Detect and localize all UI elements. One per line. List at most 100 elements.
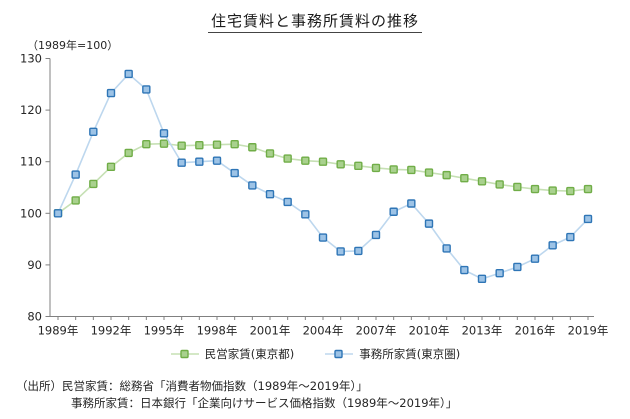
series-line-path [57, 72, 589, 280]
x-axis-tick-label: 1992年 [91, 324, 132, 338]
data-point-marker [530, 184, 540, 194]
data-point-marker [513, 262, 522, 272]
data-point-marker [106, 162, 116, 172]
x-axis-tick-label: 2004年 [303, 324, 344, 338]
data-point-marker [71, 170, 80, 179]
data-point-marker [477, 177, 487, 186]
data-point-marker [301, 156, 310, 165]
y-axis-tick-label: 120 [20, 103, 42, 117]
data-point-marker [371, 163, 381, 173]
data-point-marker [159, 139, 169, 148]
chart-axes: 80 90 100 110 120 130 1989年 1992年 1995年 1998年 2001… [20, 52, 608, 338]
data-point-marker [230, 168, 239, 178]
data-point-marker [248, 181, 257, 190]
data-point-marker [424, 219, 434, 228]
data-point-marker [407, 165, 416, 175]
data-point-marker [195, 157, 204, 166]
data-point-marker [566, 186, 575, 196]
data-point-marker [283, 197, 292, 207]
legend-item-office-rent: 事務所家賃(東京圏) [324, 346, 460, 362]
x-axis-tick-label: 2016年 [515, 324, 556, 338]
data-point-marker [195, 140, 204, 150]
office-rent-legend-marker-icon [325, 349, 354, 359]
data-point-marker [71, 196, 80, 205]
data-point-marker [371, 230, 381, 240]
data-point-marker [265, 149, 275, 158]
data-point-marker [354, 161, 363, 171]
data-point-marker [142, 85, 151, 94]
chart-title-text: 住宅賃料と事務所賃料の推移 [207, 10, 422, 33]
legend-label-private-rent: 民営家賃(東京都) [204, 347, 295, 361]
y-axis-tick-label: 110 [20, 155, 42, 169]
data-point-marker [495, 180, 504, 189]
data-point-marker [407, 199, 416, 208]
data-point-marker [301, 210, 310, 219]
source-line-1: （出所）民営家賃：総務省「消費者物価指数（1989年～2019年）」 [16, 379, 368, 393]
data-point-marker [212, 140, 222, 149]
data-point-marker [265, 190, 275, 199]
data-point-marker [159, 129, 169, 138]
data-point-marker [389, 165, 398, 174]
x-axis-tick-label: 1998年 [197, 324, 238, 338]
data-point-marker [460, 265, 469, 275]
data-point-marker [283, 154, 292, 163]
series-0-line [53, 139, 593, 218]
data-point-marker [89, 127, 98, 136]
data-point-marker [566, 232, 575, 242]
data-point-marker [177, 141, 186, 150]
source-note: （出所）民営家賃：総務省「消費者物価指数（1989年～2019年）」 事務所家賃… [16, 378, 457, 412]
data-point-marker [442, 170, 451, 180]
y-axis-tick-label: 80 [27, 310, 42, 324]
data-point-marker [583, 184, 593, 194]
data-point-marker [177, 158, 186, 167]
x-axis-tick-label: 2007年 [356, 324, 397, 338]
x-axis-tick-label: 1995年 [144, 324, 185, 338]
data-point-marker [336, 247, 345, 256]
legend-marker-square [180, 349, 189, 359]
data-point-marker [248, 143, 257, 152]
data-point-marker [212, 156, 222, 165]
data-point-marker [53, 209, 63, 218]
data-point-marker [530, 254, 540, 263]
legend-marker-square [334, 349, 343, 359]
data-point-marker [548, 241, 557, 250]
data-point-marker [230, 139, 239, 149]
y-axis-tick-label: 130 [20, 52, 42, 66]
x-axis-tick-label: 2013年 [462, 324, 503, 338]
chart-legend: 民営家賃(東京都) 事務所家賃(東京圏) [0, 346, 630, 362]
data-point-marker [548, 186, 557, 195]
data-point-marker [106, 88, 116, 98]
x-axis-tick-label: 2019年 [568, 324, 609, 338]
y-axis-tick-label: 90 [27, 258, 42, 272]
source-line-2: 事務所家賃：日本銀行「企業向けサービス価格指数（1989年～2019年）」 [71, 396, 458, 410]
x-axis-tick-label: 2010年 [409, 324, 450, 338]
legend-label-office-rent: 事務所家賃(東京圏) [359, 347, 461, 361]
x-axis-tick-label: 1989年 [38, 324, 79, 338]
data-point-marker [477, 274, 487, 284]
data-point-marker [142, 139, 151, 149]
data-point-marker [89, 179, 98, 189]
series-1-line [53, 69, 593, 284]
data-point-marker [460, 174, 469, 183]
legend-item-private-rent: 民営家賃(東京都) [170, 346, 294, 362]
data-point-marker [389, 207, 398, 216]
data-point-marker [318, 157, 328, 166]
data-point-marker [336, 160, 345, 169]
data-point-marker [424, 168, 434, 177]
data-point-marker [124, 69, 133, 79]
private-rent-legend-marker-icon [170, 349, 199, 359]
data-point-marker [583, 214, 593, 224]
series-line-path [57, 142, 589, 214]
data-point-marker [442, 244, 451, 253]
data-point-marker [513, 182, 522, 192]
data-point-marker [124, 148, 133, 158]
page-title: 住宅賃料と事務所賃料の推移 [0, 10, 630, 33]
x-axis-tick-label: 2001年 [250, 324, 291, 338]
axis-base-note: （1989年=100） [27, 39, 119, 52]
y-axis-tick-label: 100 [20, 206, 42, 220]
data-point-marker [354, 246, 363, 256]
data-point-marker [495, 268, 504, 278]
data-point-marker [318, 233, 328, 242]
